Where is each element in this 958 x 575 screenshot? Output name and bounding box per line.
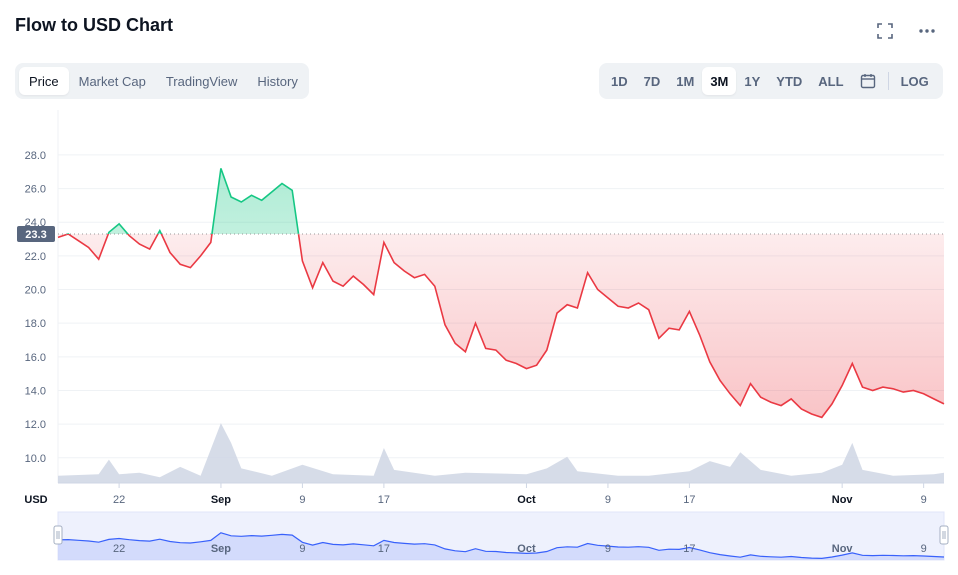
y-tick-label: 14.0 — [25, 385, 46, 397]
navigator-tick-label: 9 — [299, 543, 305, 555]
tab-tradingview[interactable]: TradingView — [165, 73, 238, 89]
x-tick-label: 22 — [113, 494, 125, 506]
loss-area — [58, 233, 944, 418]
y-tick-label: 12.0 — [25, 419, 46, 431]
grid-lines — [57, 110, 944, 483]
y-tick-label: 26.0 — [25, 184, 46, 196]
x-tick-label: 9 — [299, 494, 305, 506]
price-fills — [58, 168, 944, 418]
range-1y[interactable]: 1Y — [744, 73, 761, 89]
tab-history[interactable]: History — [257, 73, 298, 89]
navigator-tick-label: 9 — [921, 543, 927, 555]
fullscreen-icon[interactable] — [874, 20, 896, 42]
x-tick-label: 17 — [683, 494, 695, 506]
navigator-area — [58, 532, 944, 560]
volume-area — [58, 423, 944, 483]
x-tick-label: Oct — [517, 494, 536, 506]
range-3m[interactable]: 3M — [702, 67, 737, 95]
y-tick-label: 24.0 — [25, 217, 46, 229]
current-price-label: 23.3 — [25, 229, 46, 241]
range-all[interactable]: ALL — [818, 73, 844, 89]
reference-line: 23.3 — [17, 225, 944, 242]
navigator-line — [57, 532, 945, 560]
navigator-tick-label: 17 — [378, 543, 390, 555]
navigator-tick-label: 22 — [113, 543, 125, 555]
range-1d[interactable]: 1D — [611, 73, 628, 89]
tab-market-cap[interactable]: Market Cap — [78, 73, 146, 89]
range-navigator[interactable]: 22 Sep 9 17 Oct 9 17 Nov 9 — [53, 511, 949, 561]
x-tick-label: Sep — [211, 494, 231, 506]
y-tick-label: 28.0 — [25, 150, 46, 162]
x-axis: USD 22 Sep 9 17 Oct 9 17 Nov 9 — [24, 482, 944, 506]
navigator-handle[interactable] — [53, 525, 63, 545]
y-tick-label: 16.0 — [25, 352, 46, 364]
y-tick-label: 22.0 — [25, 251, 46, 263]
current-price-badge — [17, 225, 55, 242]
price-lines — [57, 168, 945, 419]
range-1m[interactable]: 1M — [676, 73, 695, 89]
tab-price[interactable]: Price — [19, 67, 69, 95]
gain-area — [108, 168, 299, 234]
chart-type-tabs: Price Market Cap TradingView History — [15, 63, 309, 99]
range-ytd[interactable]: YTD — [776, 73, 803, 89]
x-tick-label: 17 — [378, 494, 390, 506]
navigator-tick-label: Sep — [211, 543, 231, 555]
price-chart-svg: 23.3 28.0 26.0 24.0 22.0 20.0 18.0 16.0 14.0 12.… — [17, 110, 949, 561]
navigator-handle[interactable] — [939, 525, 949, 545]
x-tick-label: 9 — [605, 494, 611, 506]
calendar-icon[interactable] — [852, 67, 884, 95]
x-tick-label: 9 — [921, 494, 927, 506]
price-chart: 23.3 28.0 26.0 24.0 22.0 20.0 18.0 16.0 14.0 12.… — [0, 110, 958, 570]
y-axis: 28.0 26.0 24.0 22.0 20.0 18.0 16.0 14.0 12.0 10.0 — [25, 150, 46, 465]
price-line-down — [57, 233, 945, 419]
navigator-tick-label: Nov — [832, 543, 854, 555]
time-range-selector: 1D 7D 1M 3M 1Y YTD ALL LOG — [599, 63, 943, 99]
y-tick-label: 10.0 — [25, 453, 46, 465]
range-7d[interactable]: 7D — [643, 73, 661, 89]
log-scale-toggle[interactable]: LOG — [900, 73, 929, 89]
x-tick-label: Nov — [832, 494, 854, 506]
volume-bars — [58, 423, 944, 483]
toolbar-divider — [887, 72, 889, 90]
y-tick-label: 20.0 — [25, 285, 46, 297]
currency-label: USD — [24, 494, 47, 506]
navigator-tick-label: 17 — [683, 543, 695, 555]
chart-toolbar — [874, 20, 938, 42]
more-icon[interactable] — [916, 20, 938, 42]
y-tick-label: 18.0 — [25, 318, 46, 330]
chart-title: Flow to USD Chart — [15, 15, 173, 35]
navigator-tick-label: Oct — [517, 543, 536, 555]
navigator-tick-label: 9 — [605, 543, 611, 555]
